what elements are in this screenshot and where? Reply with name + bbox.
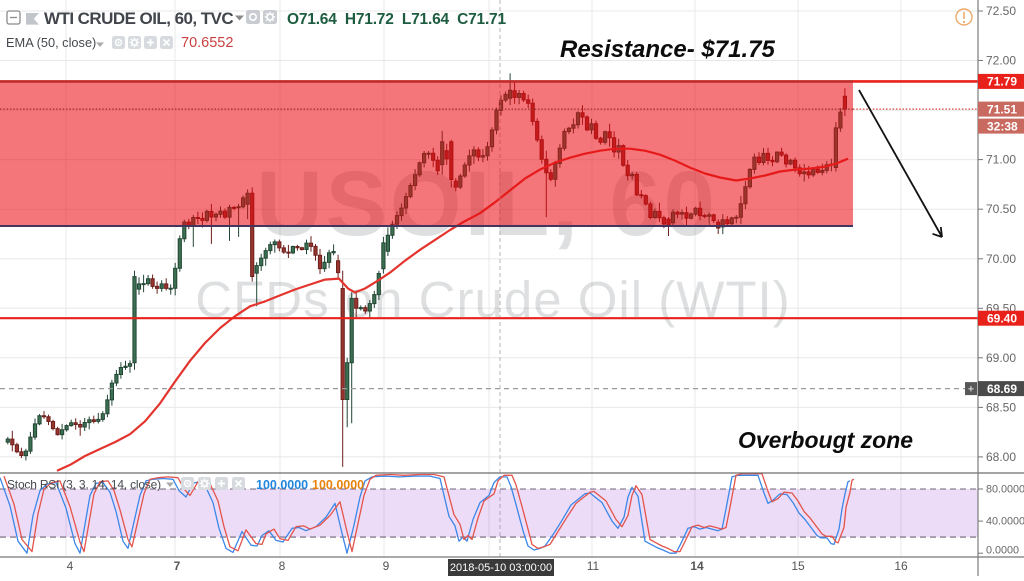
svg-text:0.0000: 0.0000 <box>986 545 1019 557</box>
svg-text:100.0000: 100.0000 <box>256 478 308 492</box>
svg-text:68.00: 68.00 <box>986 450 1016 464</box>
svg-text:7: 7 <box>174 559 181 573</box>
svg-text:CFDs on Crude Oil (WTI): CFDs on Crude Oil (WTI) <box>195 271 790 328</box>
svg-text:68.50: 68.50 <box>986 400 1016 414</box>
svg-text:15: 15 <box>791 559 805 573</box>
svg-text:9: 9 <box>383 559 390 573</box>
svg-text:2018-05-10 03:00:00: 2018-05-10 03:00:00 <box>450 562 552 574</box>
svg-text:71.00: 71.00 <box>986 153 1016 167</box>
svg-text:O71.64 H71.72 L71.64 C71.71: O71.64 H71.72 L71.64 C71.71 <box>287 11 506 28</box>
svg-text:70.6552: 70.6552 <box>181 35 233 51</box>
svg-text:68.69: 68.69 <box>987 382 1017 396</box>
svg-text:WTI CRUDE OIL, 60, TVC: WTI CRUDE OIL, 60, TVC <box>44 9 233 28</box>
svg-text:4: 4 <box>67 559 74 573</box>
svg-text:16: 16 <box>894 559 908 573</box>
svg-text:8: 8 <box>279 559 286 573</box>
svg-text:11: 11 <box>587 559 600 573</box>
svg-text:EMA (50, close): EMA (50, close) <box>6 35 96 50</box>
svg-text:71.51: 71.51 <box>987 102 1017 116</box>
svg-text:Resistance- $71.75: Resistance- $71.75 <box>560 36 775 63</box>
svg-text:14: 14 <box>690 559 704 573</box>
svg-text:70.50: 70.50 <box>986 202 1016 216</box>
svg-text:72.00: 72.00 <box>986 54 1016 68</box>
svg-text:Overbougt zone: Overbougt zone <box>738 427 913 453</box>
svg-text:69.40: 69.40 <box>987 311 1017 325</box>
svg-text:+: + <box>968 383 974 395</box>
svg-text:71.79: 71.79 <box>987 75 1017 89</box>
svg-text:69.00: 69.00 <box>986 351 1016 365</box>
svg-text:70.00: 70.00 <box>986 252 1016 266</box>
svg-text:72.50: 72.50 <box>986 4 1016 18</box>
svg-text:Stoch RSI (3, 3, 14, 14, close: Stoch RSI (3, 3, 14, 14, close) <box>7 478 161 492</box>
svg-text:40.0000: 40.0000 <box>986 516 1024 528</box>
svg-text:32:38: 32:38 <box>987 119 1018 133</box>
svg-text:100.0000: 100.0000 <box>312 478 364 492</box>
svg-text:80.0000: 80.0000 <box>986 484 1024 496</box>
